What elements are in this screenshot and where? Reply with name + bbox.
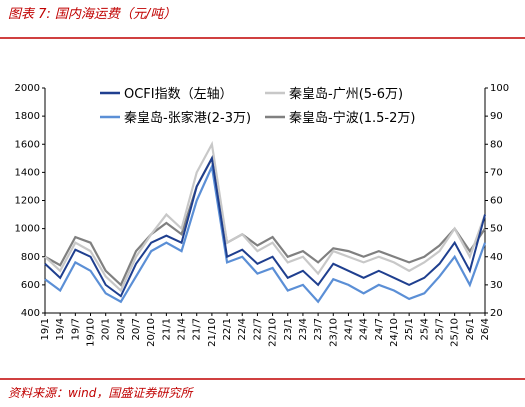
- y-tick-label: 1600: [15, 139, 40, 150]
- legend-label: 秦皇岛-张家港(2-3万): [124, 110, 251, 126]
- y-tick-label: 1200: [15, 196, 40, 207]
- x-tick-label: 21/10: [207, 318, 218, 347]
- x-tick-label: 24/7: [374, 318, 385, 340]
- y-tick-label: 800: [21, 252, 40, 263]
- y-tick-label: 1800: [15, 111, 40, 122]
- series-line: [44, 162, 487, 304]
- x-tick-label: 20/7: [131, 318, 142, 340]
- x-tick-label: 21/7: [192, 318, 203, 340]
- x-tick-label: 23/1: [283, 318, 294, 340]
- y-tick-label: 2000: [15, 83, 40, 94]
- x-tick-label: 24/4: [359, 318, 370, 340]
- x-tick-label: 20/1: [101, 318, 112, 340]
- x-tick-label: 25/10: [450, 318, 461, 347]
- x-tick-label: 23/4: [298, 318, 309, 340]
- y2-tick-label: 50: [490, 224, 503, 235]
- x-tick-label: 19/4: [55, 318, 66, 340]
- x-tick-label: 19/7: [70, 318, 81, 340]
- x-tick-label: 25/7: [434, 318, 445, 340]
- y-tick-label: 600: [21, 280, 40, 291]
- y2-tick-label: 20: [490, 308, 503, 319]
- series-line: [44, 155, 486, 298]
- x-tick-label: 23/10: [328, 318, 339, 347]
- y2-tick-label: 100: [490, 83, 509, 94]
- x-tick-label: 21/4: [177, 318, 188, 340]
- y2-tick-label: 30: [490, 280, 503, 291]
- x-tick-label: 19/10: [86, 318, 97, 347]
- x-tick-label: 22/1: [222, 318, 233, 340]
- x-tick-label: 26/4: [480, 318, 491, 340]
- y2-tick-label: 60: [490, 196, 503, 207]
- x-tick-label: 25/1: [404, 318, 415, 340]
- y2-tick-label: 70: [490, 167, 503, 178]
- x-tick-label: 20/10: [146, 318, 157, 347]
- series-line: [44, 140, 487, 293]
- figure-title: 图表 7: 国内海运费（元/吨）: [8, 6, 176, 22]
- x-tick-label: 21/1: [161, 318, 172, 340]
- x-tick-label: 25/4: [419, 318, 430, 340]
- x-tick-label: 20/4: [116, 318, 127, 340]
- y-tick-label: 400: [21, 308, 40, 319]
- x-tick-label: 24/1: [343, 318, 354, 340]
- x-tick-label: 22/4: [237, 318, 248, 340]
- y-tick-label: 1400: [15, 167, 40, 178]
- series-line: [44, 155, 486, 287]
- y2-tick-label: 90: [490, 111, 503, 122]
- x-tick-label: 22/10: [268, 318, 279, 347]
- x-tick-label: 22/7: [252, 318, 263, 340]
- legend-label: OCFI指数（左轴）: [124, 87, 233, 102]
- y-tick-label: 1000: [15, 224, 40, 235]
- legend-label: 秦皇岛-宁波(1.5-2万): [289, 110, 415, 126]
- x-tick-label: 26/1: [465, 318, 476, 340]
- y2-tick-label: 40: [490, 252, 503, 263]
- x-tick-label: 19/1: [40, 318, 51, 340]
- x-tick-label: 24/10: [389, 318, 400, 347]
- legend-label: 秦皇岛-广州(5-6万): [289, 86, 403, 102]
- y2-tick-label: 80: [490, 139, 503, 150]
- source: 资料来源：wind，国盛证券研究所: [8, 386, 194, 400]
- x-tick-label: 23/7: [313, 318, 324, 340]
